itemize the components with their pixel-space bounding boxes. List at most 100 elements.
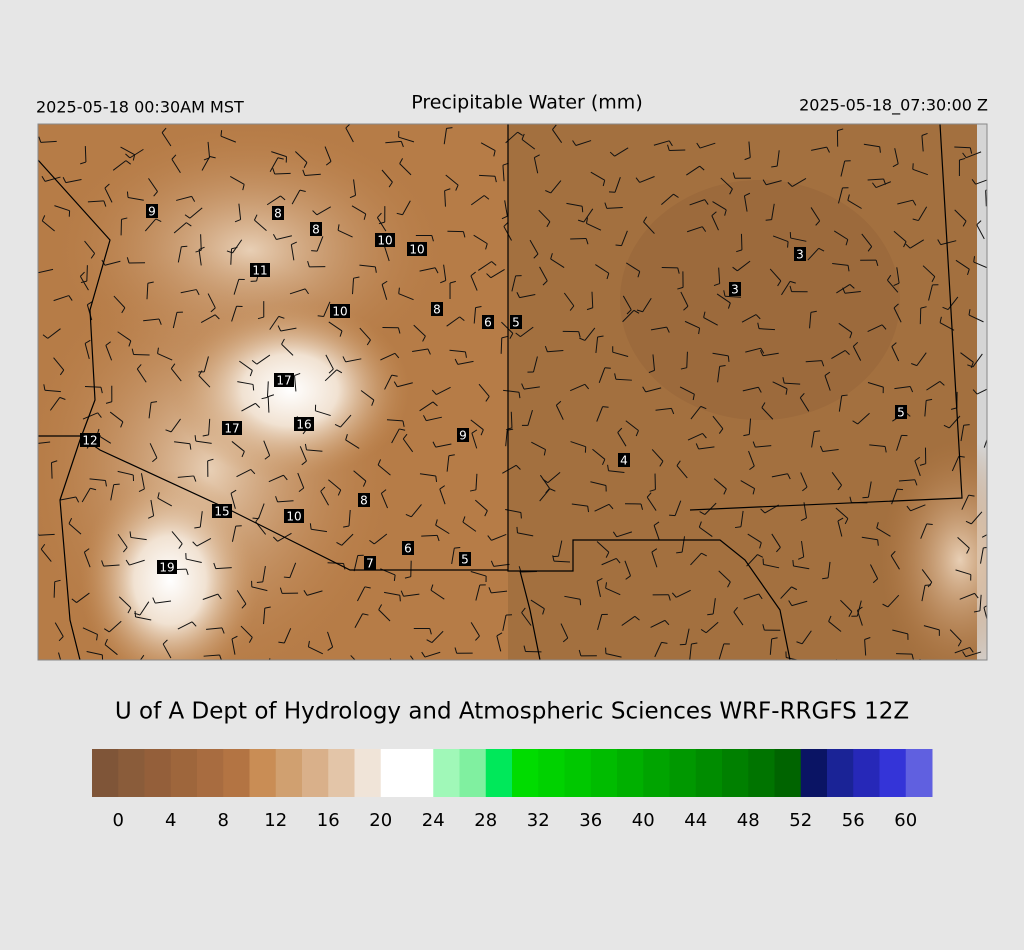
wind-barb bbox=[202, 593, 219, 600]
wind-barb-flag bbox=[165, 429, 172, 433]
wind-barb bbox=[291, 189, 301, 205]
wind-barb bbox=[740, 510, 744, 527]
wind-barb bbox=[741, 314, 757, 323]
wind-barb-flag bbox=[398, 287, 400, 294]
wind-barb bbox=[129, 559, 145, 566]
wind-barb-flag bbox=[391, 374, 398, 377]
wind-barb bbox=[359, 264, 376, 268]
colorbar-swatch bbox=[564, 749, 592, 797]
wind-barb-flag bbox=[758, 593, 763, 600]
wind-barb bbox=[112, 160, 127, 171]
wind-barb bbox=[439, 488, 446, 505]
wind-barb-flag bbox=[278, 641, 285, 644]
wind-barb bbox=[340, 414, 352, 428]
wind-barb-flag bbox=[343, 525, 350, 528]
wind-barb-flag bbox=[138, 488, 145, 493]
wind-barb-flag bbox=[937, 239, 942, 245]
wind-barb bbox=[110, 484, 115, 501]
wind-barb-flag bbox=[371, 399, 375, 406]
wind-barb-flag bbox=[429, 628, 432, 635]
wind-barb-flag bbox=[345, 434, 348, 441]
colorbar-swatch bbox=[407, 749, 434, 797]
wind-barb-flag bbox=[294, 372, 301, 376]
wind-barb-flag bbox=[312, 210, 318, 216]
wind-barb-flag bbox=[752, 488, 756, 495]
wind-barb-flag bbox=[250, 469, 256, 475]
wind-barb-flag bbox=[760, 508, 766, 514]
wind-barb-flag bbox=[96, 634, 98, 641]
wind-barb bbox=[268, 474, 284, 483]
wind-barb-flag bbox=[343, 563, 346, 570]
wind-barb-flag bbox=[103, 628, 110, 633]
wind-barb-flag bbox=[853, 341, 859, 347]
wind-barb-flag bbox=[126, 191, 129, 198]
wind-barb bbox=[220, 135, 237, 143]
wind-barb-flag bbox=[105, 401, 112, 404]
wind-barb bbox=[241, 402, 256, 412]
wind-barb bbox=[763, 564, 780, 569]
wind-barb bbox=[924, 400, 927, 417]
wind-barb-flag bbox=[256, 581, 263, 583]
wind-barb bbox=[201, 156, 211, 171]
wind-barb bbox=[976, 388, 987, 395]
wind-barb bbox=[421, 534, 438, 537]
wind-barb-flag bbox=[192, 541, 198, 547]
wind-barb-flag bbox=[51, 460, 58, 464]
wind-barb bbox=[523, 386, 540, 390]
wind-barb-flag bbox=[842, 287, 846, 294]
wind-barb bbox=[337, 229, 353, 238]
wind-barb bbox=[426, 416, 442, 422]
wind-barb-flag bbox=[241, 603, 247, 609]
wind-barb bbox=[981, 534, 987, 538]
wind-barb bbox=[894, 386, 911, 390]
wind-barb-flag bbox=[815, 220, 821, 226]
wind-barb bbox=[431, 630, 444, 643]
point-label: 8 bbox=[360, 494, 368, 508]
wind-barb bbox=[352, 278, 355, 295]
wind-barb bbox=[799, 397, 810, 412]
wind-barb bbox=[690, 406, 702, 420]
wind-barb-flag bbox=[521, 607, 526, 613]
wind-barb-flag bbox=[40, 543, 46, 550]
point-label-box bbox=[457, 428, 469, 442]
wind-barb-flag bbox=[416, 669, 420, 674]
wind-barb-flag bbox=[802, 486, 808, 492]
point-label: 9 bbox=[459, 429, 467, 443]
wind-barb bbox=[674, 500, 682, 516]
wind-barb bbox=[386, 419, 403, 422]
wind-barb bbox=[748, 450, 755, 467]
wind-barb-flag bbox=[158, 318, 162, 325]
point-label-box bbox=[482, 315, 494, 329]
wind-barb-flag bbox=[399, 428, 406, 431]
field-region bbox=[620, 180, 900, 420]
wind-barb bbox=[951, 456, 960, 472]
wind-barb bbox=[965, 151, 982, 159]
wind-barb bbox=[893, 230, 907, 243]
wind-barb-flag bbox=[776, 547, 781, 553]
wind-barb bbox=[570, 237, 587, 240]
wind-barb-flag bbox=[903, 241, 907, 248]
wind-barb bbox=[856, 610, 863, 626]
wind-barb-flag bbox=[485, 243, 488, 250]
wind-barb-flag bbox=[723, 488, 727, 495]
wind-barb bbox=[867, 382, 884, 388]
wind-barb bbox=[650, 326, 667, 331]
wind-barb bbox=[699, 526, 713, 537]
wind-barb bbox=[297, 472, 305, 489]
wind-barb bbox=[801, 541, 805, 557]
wind-barb-flag bbox=[785, 388, 788, 395]
wind-barb-flag bbox=[877, 539, 879, 546]
wind-barb-flag bbox=[969, 647, 974, 653]
wind-barb bbox=[857, 412, 870, 425]
wind-barb bbox=[380, 352, 396, 361]
wind-barb-flag bbox=[698, 327, 701, 335]
wind-barb bbox=[180, 289, 197, 294]
wind-barb-flag bbox=[713, 283, 720, 287]
wind-barb bbox=[419, 267, 436, 272]
wind-barb-flag bbox=[931, 276, 936, 283]
wind-barb bbox=[435, 524, 450, 535]
wind-barb bbox=[254, 219, 267, 232]
colorbar-swatch bbox=[144, 749, 172, 797]
wind-barb bbox=[615, 378, 632, 381]
